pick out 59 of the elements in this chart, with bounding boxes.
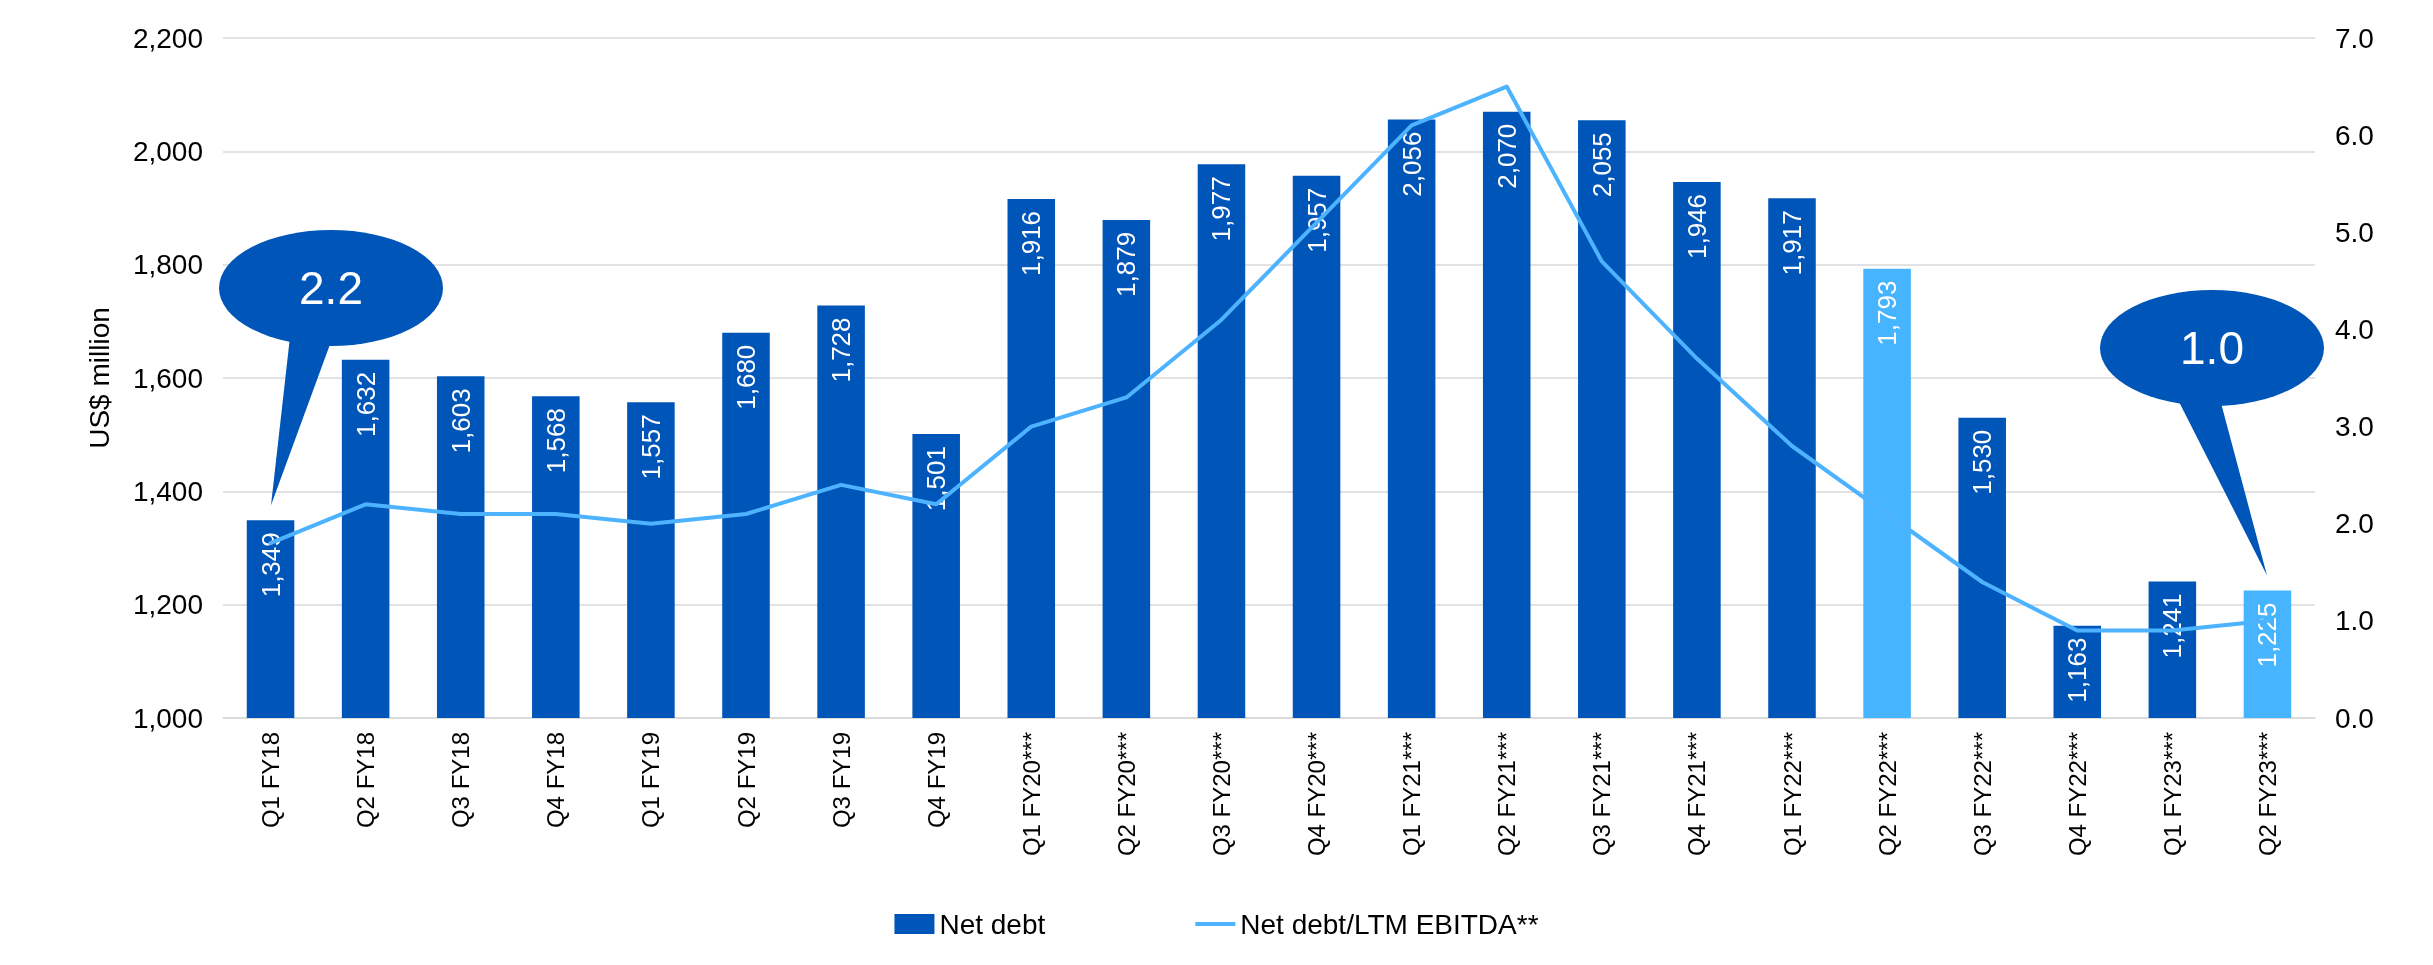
x-tick-label: Q2 FY21*** bbox=[1493, 732, 1521, 857]
y-tick-label: 1,800 bbox=[132, 249, 203, 281]
y2-tick-label: 2.0 bbox=[2335, 508, 2374, 540]
y2-tick-label: 7.0 bbox=[2335, 22, 2374, 54]
y-tick-label: 1,000 bbox=[132, 702, 203, 734]
annotation: 2.2 bbox=[298, 262, 363, 314]
x-tick-label: Q3 FY18 bbox=[447, 732, 475, 829]
y2-tick-label: 5.0 bbox=[2335, 216, 2374, 248]
x-tick-label: Q1 FY19 bbox=[637, 732, 665, 829]
x-tick-label: Q2 FY23*** bbox=[2253, 732, 2281, 857]
data-label: 2,070 bbox=[1491, 123, 1522, 189]
y2-tick-label: 6.0 bbox=[2335, 119, 2374, 151]
data-label: 1,916 bbox=[1016, 210, 1047, 277]
x-tick-label: Q4 FY21*** bbox=[1683, 732, 1711, 857]
x-tick-label: Q4 FY22*** bbox=[2063, 732, 2091, 857]
x-tick-label: Q1 FY18 bbox=[257, 732, 285, 829]
data-label: 2,056 bbox=[1396, 131, 1427, 197]
legend-label: Net debt bbox=[939, 908, 1046, 940]
data-label: 1,793 bbox=[1872, 280, 1903, 346]
x-tick-label: Q2 FY22*** bbox=[1873, 732, 1901, 857]
x-tick-label: Q4 FY18 bbox=[542, 732, 570, 829]
y-axis-title: US$ million bbox=[83, 307, 115, 449]
x-tick-label: Q3 FY21*** bbox=[1588, 732, 1616, 857]
y2-tick-label: 4.0 bbox=[2335, 313, 2374, 345]
x-tick-label: Q4 FY19 bbox=[922, 732, 950, 829]
x-tick-label: Q2 FY18 bbox=[352, 732, 380, 829]
annotation: 1.0 bbox=[2180, 322, 2245, 374]
x-tick-label: Q1 FY21*** bbox=[1398, 732, 1426, 857]
y2-tick-label: 0.0 bbox=[2335, 702, 2374, 734]
x-tick-label: Q1 FY20*** bbox=[1017, 732, 1045, 857]
y2-tick-label: 3.0 bbox=[2335, 411, 2374, 443]
data-label: 1,163 bbox=[2062, 637, 2093, 703]
x-tick-label: Q3 FY20*** bbox=[1207, 732, 1235, 857]
x-tick-label: Q4 FY20*** bbox=[1303, 732, 1331, 857]
data-label: 1,557 bbox=[635, 414, 666, 480]
data-label: 2,055 bbox=[1586, 132, 1617, 198]
x-tick-label: Q2 FY19 bbox=[732, 732, 760, 829]
x-tick-label: Q3 FY19 bbox=[827, 732, 855, 829]
y-tick-label: 1,400 bbox=[132, 475, 203, 507]
legend-label: Net debt/LTM EBITDA** bbox=[1240, 908, 1539, 940]
data-label: 1,568 bbox=[540, 408, 571, 474]
data-label: 1,879 bbox=[1111, 231, 1142, 297]
x-tick-label: Q1 FY22*** bbox=[1778, 732, 1806, 857]
data-label: 1,728 bbox=[826, 317, 857, 383]
y2-tick-label: 1.0 bbox=[2335, 605, 2374, 637]
data-label: 1,946 bbox=[1681, 193, 1712, 260]
y-tick-label: 2,200 bbox=[132, 22, 203, 54]
data-label: 1,917 bbox=[1777, 210, 1807, 276]
data-label: 1,603 bbox=[445, 388, 476, 454]
y-tick-label: 1,600 bbox=[132, 362, 203, 394]
data-label: 1,977 bbox=[1206, 176, 1237, 242]
y-tick-label: 1,200 bbox=[132, 589, 203, 621]
x-tick-label: Q1 FY23*** bbox=[2158, 732, 2186, 857]
x-tick-label: Q2 FY20*** bbox=[1112, 732, 1140, 857]
data-label: 1,530 bbox=[1967, 429, 1998, 495]
data-label: 1,680 bbox=[731, 344, 761, 410]
data-label: 1,632 bbox=[350, 371, 381, 437]
y-tick-label: 2,000 bbox=[132, 135, 203, 167]
x-tick-label: Q3 FY22*** bbox=[1968, 732, 1996, 857]
